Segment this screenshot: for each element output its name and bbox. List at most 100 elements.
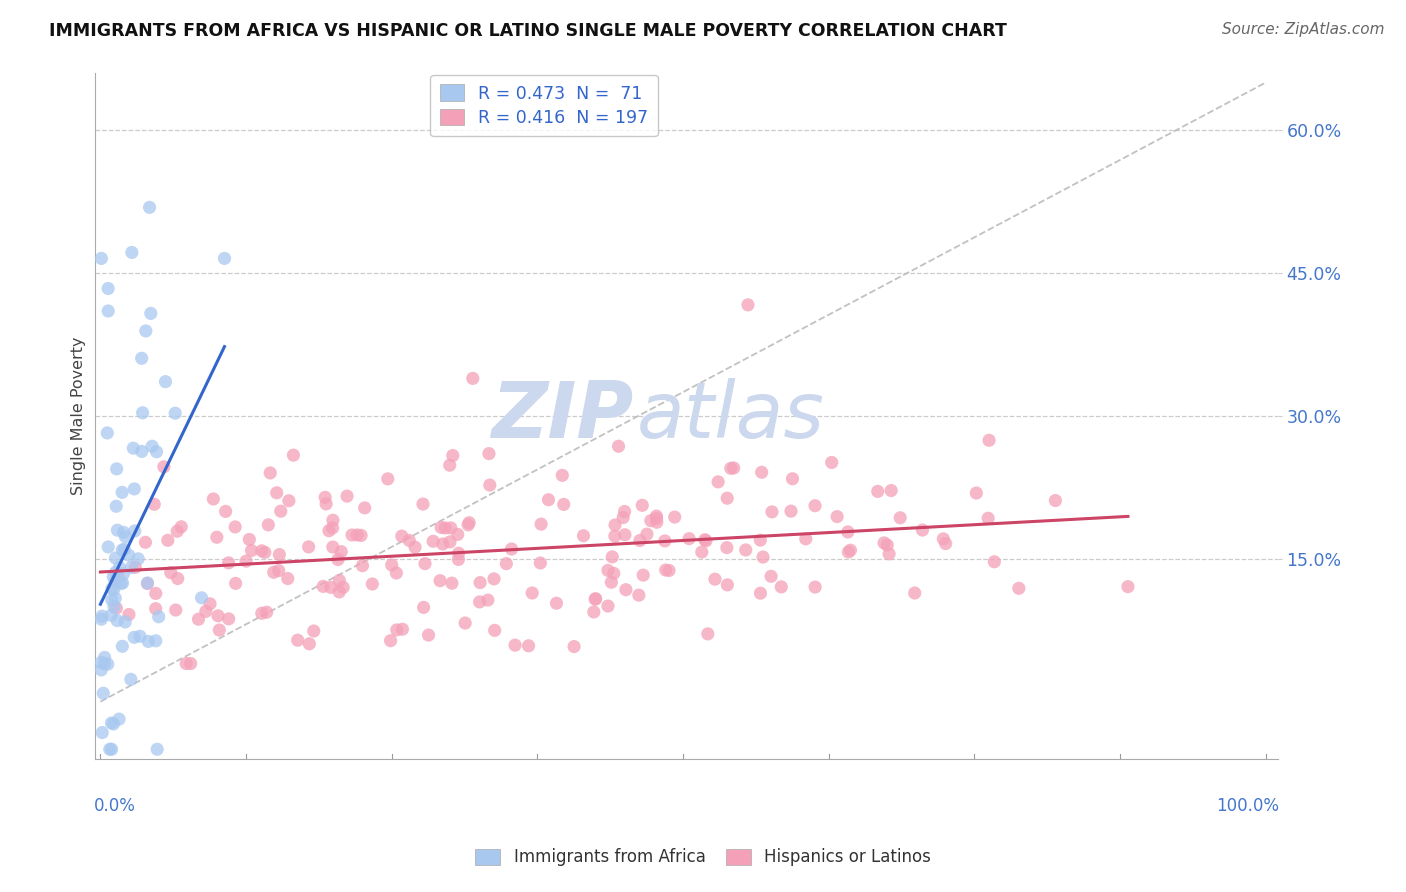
Point — [585, 591, 607, 606]
Point — [105, 523, 128, 537]
Point — [105, 601, 128, 615]
Point — [439, 535, 461, 549]
Point — [287, 633, 309, 648]
Point — [432, 537, 454, 551]
Point — [582, 605, 605, 619]
Point — [517, 639, 540, 653]
Point — [328, 574, 350, 588]
Point — [330, 544, 353, 558]
Point — [716, 541, 738, 555]
Point — [361, 577, 384, 591]
Point — [104, 566, 127, 580]
Point — [97, 540, 120, 554]
Point — [111, 640, 134, 654]
Point — [145, 601, 167, 615]
Legend: Immigrants from Africa, Hispanics or Latinos: Immigrants from Africa, Hispanics or Lat… — [468, 842, 938, 873]
Text: atlas: atlas — [637, 378, 824, 454]
Point — [935, 536, 957, 550]
Point — [522, 586, 544, 600]
Point — [266, 485, 288, 500]
Point — [218, 556, 240, 570]
Point — [430, 520, 453, 534]
Point — [108, 560, 131, 574]
Point — [136, 576, 159, 591]
Point — [385, 623, 408, 637]
Point — [412, 600, 434, 615]
Point — [298, 637, 321, 651]
Point — [138, 200, 160, 214]
Point — [235, 554, 257, 568]
Point — [607, 439, 630, 453]
Point — [434, 521, 457, 535]
Point — [458, 516, 481, 530]
Text: Source: ZipAtlas.com: Source: ZipAtlas.com — [1222, 22, 1385, 37]
Point — [159, 566, 181, 580]
Point — [603, 529, 626, 543]
Point — [1045, 493, 1067, 508]
Point — [391, 529, 413, 543]
Point — [821, 455, 844, 469]
Point — [122, 441, 145, 455]
Point — [447, 552, 470, 566]
Point — [600, 549, 623, 564]
Point — [187, 612, 209, 626]
Point — [118, 607, 141, 622]
Point — [112, 566, 135, 581]
Point — [250, 607, 273, 621]
Point — [977, 511, 1000, 525]
Point — [501, 541, 523, 556]
Point — [752, 549, 775, 564]
Point — [346, 528, 368, 542]
Point — [190, 591, 212, 605]
Point — [825, 509, 848, 524]
Point — [155, 375, 177, 389]
Point — [603, 518, 626, 533]
Point — [259, 466, 281, 480]
Point — [839, 543, 862, 558]
Point — [457, 517, 479, 532]
Point — [166, 524, 188, 539]
Point — [104, 551, 127, 566]
Point — [104, 591, 127, 606]
Point — [111, 543, 134, 558]
Point — [194, 604, 217, 618]
Point — [207, 608, 229, 623]
Point — [124, 524, 146, 538]
Point — [326, 552, 349, 566]
Point — [482, 572, 505, 586]
Point — [91, 609, 114, 624]
Point — [1008, 582, 1031, 596]
Point — [704, 572, 727, 586]
Point — [932, 532, 955, 546]
Point — [418, 628, 440, 642]
Point — [749, 586, 772, 600]
Point — [983, 555, 1005, 569]
Point — [794, 532, 817, 546]
Point — [319, 581, 342, 595]
Point — [654, 533, 676, 548]
Point — [562, 640, 585, 654]
Point — [377, 472, 399, 486]
Point — [636, 527, 658, 541]
Point — [707, 475, 730, 489]
Point — [107, 570, 129, 584]
Point — [804, 580, 827, 594]
Point — [136, 576, 159, 591]
Point — [866, 484, 889, 499]
Point — [904, 586, 927, 600]
Point — [613, 528, 636, 542]
Point — [110, 576, 132, 591]
Point — [440, 521, 463, 535]
Point — [439, 458, 461, 473]
Point — [880, 483, 903, 498]
Point — [298, 540, 321, 554]
Point — [716, 578, 738, 592]
Point — [804, 499, 827, 513]
Point — [124, 482, 146, 496]
Point — [91, 725, 114, 739]
Text: 0.0%: 0.0% — [93, 797, 135, 814]
Point — [131, 406, 153, 420]
Point — [318, 524, 340, 538]
Point — [530, 517, 553, 532]
Point — [353, 500, 375, 515]
